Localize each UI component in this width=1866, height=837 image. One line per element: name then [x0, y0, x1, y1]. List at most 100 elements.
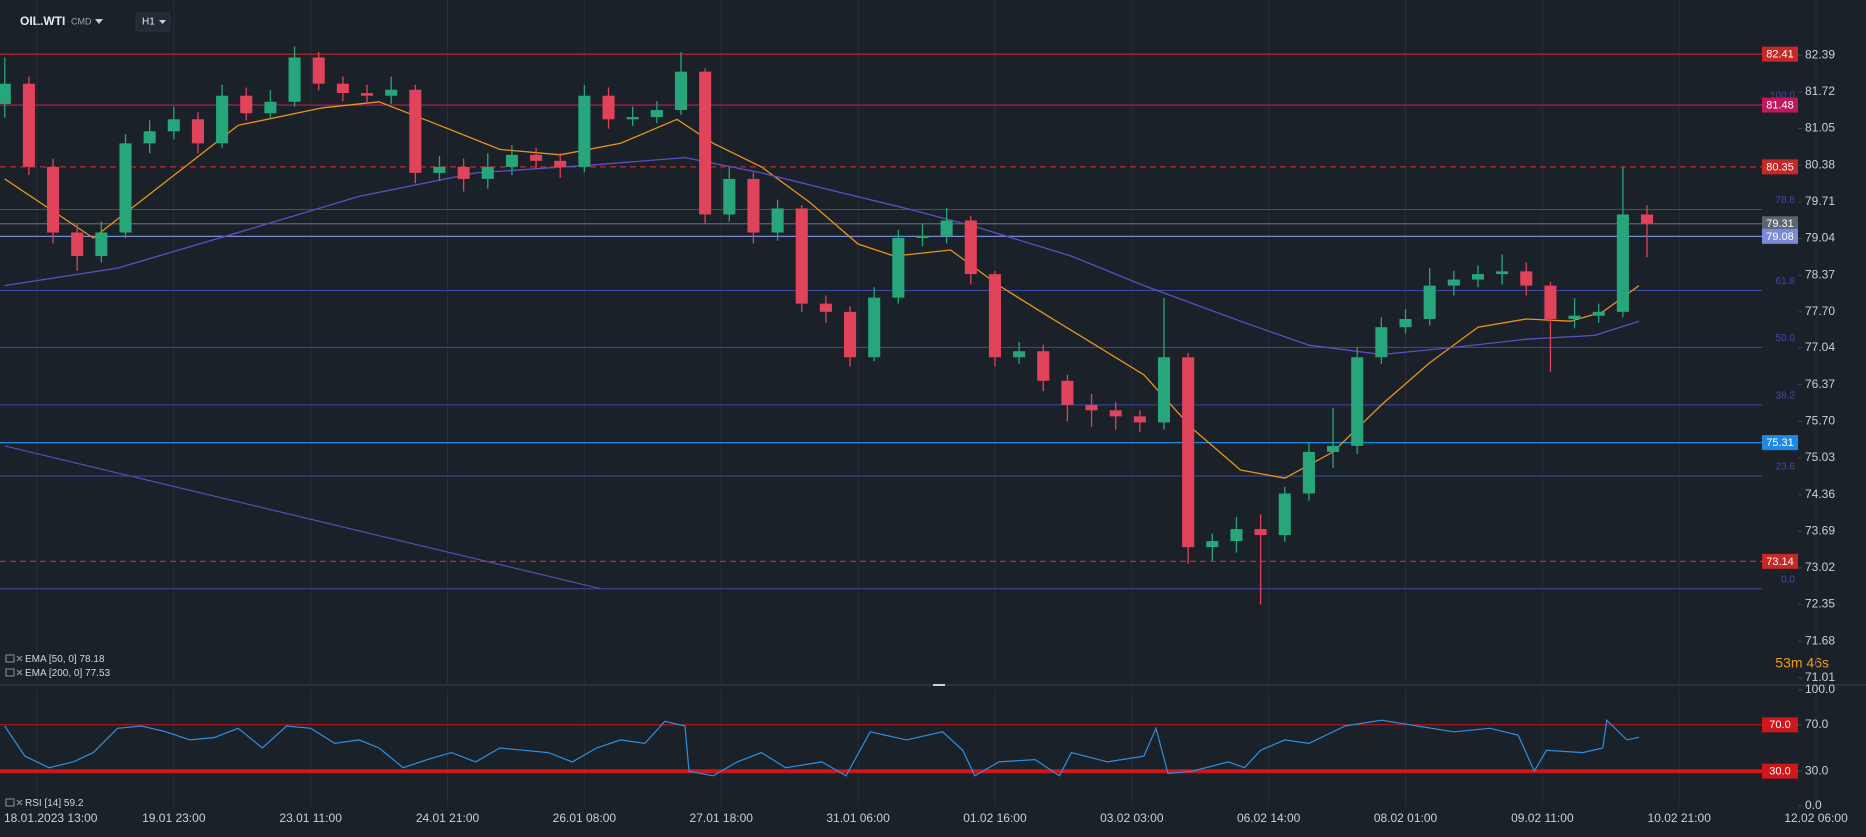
candle-body	[1616, 214, 1629, 312]
candle-body	[1302, 451, 1315, 494]
x-tick-label: 06.02 14:00	[1237, 811, 1301, 825]
fib-label: 61.8	[1776, 276, 1796, 287]
y-tick-label: 76.37	[1805, 377, 1835, 391]
candle-body	[457, 166, 470, 179]
price-level-box	[1762, 46, 1798, 62]
price-level-box	[1762, 159, 1798, 175]
candle-body	[22, 83, 35, 167]
rsi-level-label: 30.0	[1769, 766, 1790, 778]
candle-body	[554, 160, 567, 167]
candle-body	[1061, 380, 1074, 405]
candle-body	[0, 83, 11, 104]
candle-body	[385, 89, 398, 96]
legend-entry: RSI [14] 59.2	[25, 798, 84, 809]
rsi-level-label: 70.0	[1769, 719, 1790, 731]
y-tick-label: 30.0	[1805, 763, 1829, 777]
interval-dropdown[interactable]	[159, 20, 166, 24]
y-tick-label: 73.69	[1805, 523, 1835, 537]
candle-body	[167, 119, 180, 132]
fib-label: 0.0	[1781, 574, 1795, 585]
candle-body	[1013, 351, 1026, 358]
candle-body	[143, 131, 156, 144]
symbol[interactable]: OIL.WTI	[20, 14, 65, 28]
legend-value: 77.53	[85, 668, 110, 679]
interval-button[interactable]	[135, 12, 171, 32]
candle-body	[1496, 271, 1509, 275]
ema-line	[4, 156, 1640, 356]
candle-body	[1230, 529, 1243, 542]
x-tick-label: 27.01 18:00	[690, 811, 754, 825]
rsi-level-box	[1762, 717, 1798, 733]
legend-name: RSI [14]	[25, 798, 61, 809]
x-tick-label: 18.01.2023 13:00	[4, 811, 98, 825]
fib-label: 100.0	[1770, 91, 1795, 102]
candle-body	[312, 57, 325, 84]
y-tick-label: 73.02	[1805, 560, 1835, 574]
candle-body	[1278, 493, 1291, 536]
x-tick-label: 09.02 11:00	[1511, 811, 1574, 825]
candle-body	[1399, 318, 1412, 328]
candle-body	[1423, 285, 1436, 319]
candle-body	[1640, 214, 1654, 224]
market-dropdown[interactable]	[95, 19, 103, 24]
interval[interactable]: H1	[142, 17, 155, 28]
fib-label: 78.6	[1776, 195, 1796, 206]
candle-body	[650, 109, 663, 118]
y-tick-label: 79.04	[1805, 231, 1835, 245]
candle-body	[819, 303, 832, 312]
legend-entry: EMA [50, 0] 78.18	[25, 654, 105, 665]
y-tick-label: 78.37	[1805, 267, 1835, 281]
y-tick-label: 75.70	[1805, 413, 1835, 427]
legend-icon	[5, 798, 15, 807]
candle-body	[940, 220, 953, 236]
legend-icon	[5, 654, 15, 663]
candle-body	[1544, 285, 1557, 319]
fib-label: 23.6	[1776, 462, 1796, 473]
price-level-label: 79.31	[1766, 218, 1794, 230]
y-tick-label: 71.68	[1805, 633, 1835, 647]
fib-label: 50.0	[1776, 333, 1796, 344]
candle-body	[747, 178, 760, 233]
x-tick-label: 24.01 21:00	[416, 811, 480, 825]
legend-entry: EMA [200, 0] 77.53	[25, 668, 111, 679]
candle-body	[868, 297, 881, 358]
x-tick-label: 26.01 08:00	[553, 811, 617, 825]
trendline	[4, 445, 601, 590]
market[interactable]: CMD	[71, 16, 92, 26]
toolbar: OIL.WTI CMD H1	[20, 12, 171, 32]
candle-body	[795, 208, 808, 304]
candle-body	[1133, 416, 1146, 423]
candle-body	[988, 274, 1001, 358]
y-tick-label: 81.05	[1805, 121, 1835, 135]
y-tick-label: 71.01	[1805, 670, 1835, 684]
x-tick-label: 19.01 23:00	[142, 811, 206, 825]
legend-icon	[5, 668, 15, 677]
y-tick-label: 72.35	[1805, 597, 1835, 611]
ema-line	[4, 101, 1640, 479]
x-tick-label: 03.02 03:00	[1100, 811, 1164, 825]
candle-body	[1375, 327, 1388, 358]
candle-body	[964, 220, 977, 275]
y-tick-label: 81.72	[1805, 84, 1835, 98]
legend-value: 59.2	[64, 798, 84, 809]
x-tick-label: 08.02 01:00	[1374, 811, 1438, 825]
candle-body	[1109, 410, 1122, 417]
candle-body	[771, 208, 784, 233]
legend-close-icon	[16, 799, 23, 806]
y-tick-label: 74.36	[1805, 487, 1835, 501]
candle-body	[360, 93, 374, 96]
candle-body	[1254, 529, 1267, 536]
price-level-box	[1762, 435, 1798, 451]
candle-body	[1206, 541, 1219, 548]
candle-body	[1085, 404, 1098, 411]
price-level-label: 79.08	[1766, 231, 1794, 243]
y-tick-label: 77.04	[1805, 340, 1835, 354]
candle-body	[288, 57, 301, 102]
candle-body	[71, 232, 84, 257]
candle-body	[1592, 311, 1605, 316]
legend-name: EMA [50, 0]	[25, 654, 77, 665]
candle-body	[336, 83, 349, 94]
y-tick-label: 79.71	[1805, 194, 1835, 208]
